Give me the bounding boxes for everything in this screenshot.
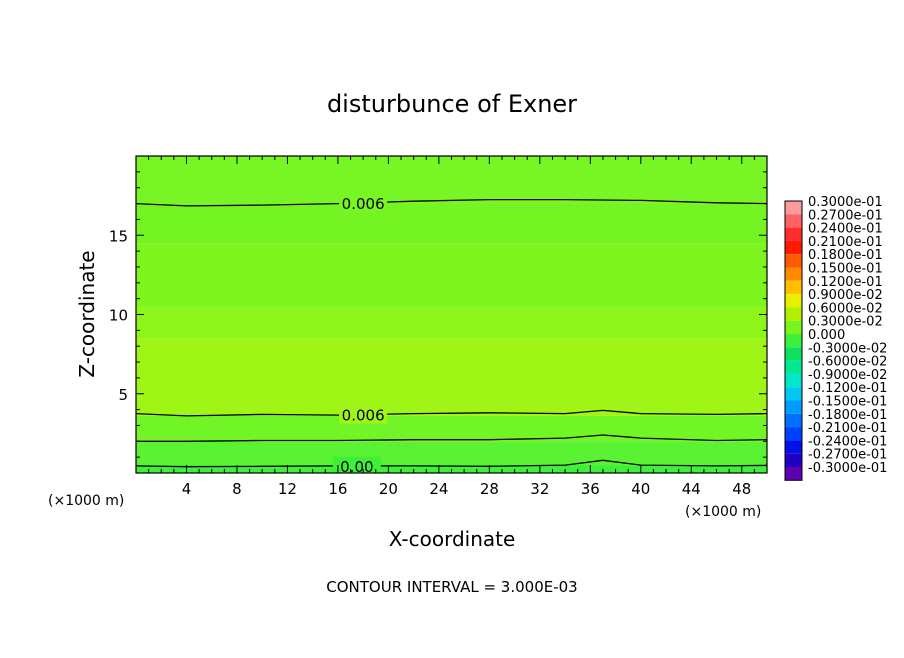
x-tick-label-1: 8 [232,480,242,498]
colorbar-label-15: -0.1500e-01 [808,395,887,410]
x-axis-label: X-coordinate [389,527,516,551]
y-axis-label: Z-coordinate [75,250,99,377]
colorbar-label-12: -0.6000e-02 [808,355,887,370]
chart-title: disturbunce of Exner [327,90,577,118]
colorbar-swatch-8 [785,307,802,321]
colorbar-label-11: -0.3000e-02 [808,341,887,356]
contour-line-3 [136,198,767,207]
contour-line-1 [136,434,767,442]
plot-area [136,156,767,473]
x-tick-label-9: 40 [631,480,650,498]
contour-interval-footer: CONTOUR INTERVAL = 3.000E-03 [326,578,577,596]
colorbar-swatch-11 [785,347,802,361]
contour-label-bg-3 [339,193,388,212]
x-tick-label-2: 12 [278,480,297,498]
colorbar-swatch-4 [785,254,802,268]
colorbar-swatch-16 [785,413,802,428]
colorbar-swatch-9 [785,320,802,334]
colorbar-label-17: -0.2100e-01 [808,421,887,436]
colorbar-swatch-1 [785,214,802,228]
contour-layer: 0.00 0.006 0.006 [136,193,767,476]
x-tick-label-4: 20 [379,480,398,498]
colorbar-swatch-3 [785,240,802,255]
colorbar-swatch-6 [785,280,802,295]
band-2 [136,415,767,442]
colorbar-label-0: 0.3000e-01 [808,195,883,210]
x-tick-label-8: 36 [581,480,600,498]
band-6 [136,203,767,244]
colorbar-label-2: 0.2400e-01 [808,222,883,237]
colorbar-label-1: 0.2700e-01 [808,208,883,223]
x-tick-label-11: 48 [732,480,751,498]
band-4 [136,306,767,339]
contour-label-3: 0.006 [342,195,385,213]
x-tick-label-0: 4 [182,480,192,498]
contour-label-bg-0 [332,456,381,473]
x-unit-note-left: (×1000 m) [48,493,124,509]
colorbar-label-13: -0.9000e-02 [808,368,887,383]
colorbar-label-19: -0.2700e-01 [808,448,887,463]
colorbar-label-20: -0.3000e-01 [808,461,887,476]
colorbar-swatch-19 [785,453,802,467]
colorbar: 0.3000e-010.2700e-010.2400e-010.2100e-01… [784,195,887,481]
y-tick-label-0: 5 [118,386,128,404]
band-5 [136,243,767,307]
colorbar-label-7: 0.9000e-02 [808,288,883,303]
colorbar-swatch-18 [785,440,802,454]
x-tick-label-5: 24 [429,480,448,498]
colorbar-swatch-10 [785,334,802,348]
colorbar-swatch-12 [785,360,802,374]
colorbar-swatch-14 [785,387,802,401]
band-3 [136,338,767,416]
y-tick-label-1: 10 [109,307,128,325]
colorbar-swatch-13 [785,373,802,388]
contour-label-bg-2 [339,405,388,424]
colorbar-swatch-5 [785,267,802,281]
x-unit-note-right: (×1000 m) [685,504,761,520]
colorbar-label-3: 0.2100e-01 [808,235,883,250]
y-tick-label-2: 15 [109,227,128,245]
colorbar-label-5: 0.1500e-01 [808,262,883,277]
x-tick-label-10: 44 [682,480,701,498]
colorbar-swatch-7 [785,294,802,308]
colorbar-label-6: 0.1200e-01 [808,275,883,290]
colorbar-label-9: 0.3000e-02 [808,315,883,330]
colorbar-frame [784,200,803,481]
band-7 [136,156,767,204]
contour-label-0: 0.00 [340,458,373,476]
colorbar-label-10: 0.000 [808,328,845,343]
x-tick-label-7: 32 [530,480,549,498]
band-1 [136,441,767,466]
colorbar-label-4: 0.1800e-01 [808,248,883,263]
contour-label-2: 0.006 [342,407,385,425]
x-tick-label-6: 28 [480,480,499,498]
colorbar-swatch-2 [785,227,802,241]
colorbar-label-18: -0.2400e-01 [808,434,887,449]
colorbar-swatch-0 [785,201,802,215]
colorbar-label-16: -0.1800e-01 [808,408,887,423]
colorbar-label-14: -0.1200e-01 [808,381,887,396]
colorbar-swatch-20 [785,467,802,481]
colorbar-swatch-17 [785,427,802,441]
x-tick-label-3: 16 [328,480,347,498]
contour-line-2 [136,409,767,417]
colorbar-swatch-15 [785,400,802,414]
colorbar-label-8: 0.6000e-02 [808,301,883,316]
